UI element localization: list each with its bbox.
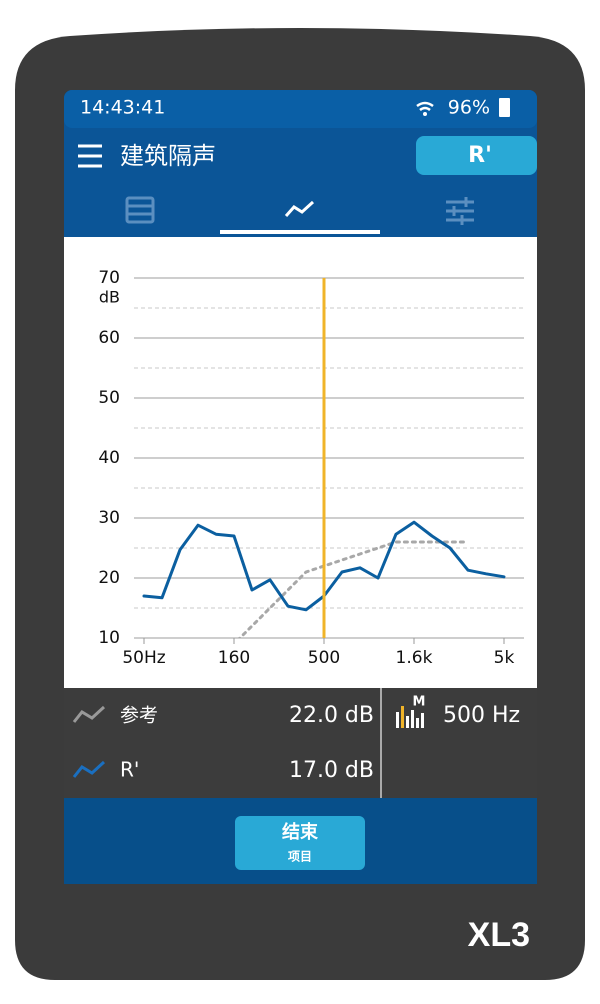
x-tick-label: 50Hz xyxy=(122,648,165,668)
y-tick-label: 10 xyxy=(98,628,120,648)
r-label: R' xyxy=(120,758,139,782)
ref-icon xyxy=(72,705,106,723)
end-button[interactable] xyxy=(235,816,365,870)
r-icon xyxy=(72,760,106,778)
tab-table[interactable] xyxy=(125,196,155,224)
y-tick-label: 30 xyxy=(98,508,120,528)
ref-label: 参考 xyxy=(120,705,158,727)
battery-level: 96% xyxy=(448,97,490,119)
menu-icon[interactable] xyxy=(78,144,102,168)
mode-button[interactable] xyxy=(416,136,537,175)
end-button-subtitle[interactable]: 项目 xyxy=(288,850,312,864)
status-time: 14:43:41 xyxy=(80,97,165,119)
meter-badge: M xyxy=(413,695,426,710)
tab-chart[interactable] xyxy=(284,200,315,217)
y-unit: dB xyxy=(99,288,120,307)
mode-button-label[interactable]: R' xyxy=(468,143,492,168)
battery-icon xyxy=(499,98,510,117)
chart-area xyxy=(64,237,537,688)
x-tick-label: 160 xyxy=(218,648,250,668)
series-line xyxy=(237,540,470,638)
wifi-dot xyxy=(423,112,427,116)
x-tick-label: 500 xyxy=(308,648,340,668)
y-tick-label: 50 xyxy=(98,388,120,408)
y-tick-label: 20 xyxy=(98,568,120,588)
y-tick-label: 40 xyxy=(98,448,120,468)
header-title: 建筑隔声 xyxy=(120,142,216,170)
tab-settings[interactable] xyxy=(446,197,474,225)
x-tick-label: 5k xyxy=(494,648,515,668)
y-tick-label: 70 xyxy=(98,268,120,288)
readout-panel xyxy=(64,688,537,798)
y-tick-label: 60 xyxy=(98,328,120,348)
ref-value: 22.0 dB xyxy=(289,703,374,728)
status-bar xyxy=(64,90,537,128)
tab-indicator xyxy=(220,230,380,234)
end-button-title[interactable]: 结束 xyxy=(282,821,319,843)
r-value: 17.0 dB xyxy=(289,758,374,783)
frequency-readout: 500 Hz xyxy=(443,703,520,728)
model-name: XL3 xyxy=(468,916,530,954)
wifi-icon xyxy=(416,101,434,112)
meter-icon xyxy=(396,706,424,728)
x-tick-label: 1.6k xyxy=(396,648,433,668)
